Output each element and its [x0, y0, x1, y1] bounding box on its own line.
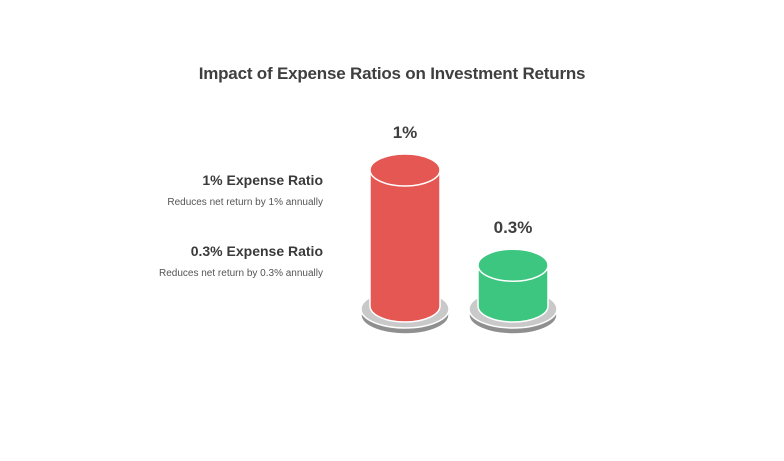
- bar-value-label: 0.3%: [494, 218, 533, 237]
- bar-1: [360, 153, 450, 335]
- bar-body: [369, 169, 441, 323]
- legend-item-label: 0.3% Expense Ratio: [190, 243, 323, 259]
- legend-item-1: 1% Expense Ratio Reduces net return by 1…: [103, 172, 323, 209]
- legend-item-description: Reduces net return by 0.3% annually: [159, 268, 323, 279]
- bar-top-cap: [477, 248, 549, 282]
- bar-value-label: 1%: [393, 123, 418, 142]
- legend-item-2: 0.3% Expense Ratio Reduces net return by…: [103, 243, 323, 280]
- chart-title: Impact of Expense Ratios on Investment R…: [198, 64, 586, 83]
- legend-item-description: Reduces net return by 1% annually: [167, 197, 323, 208]
- bar-top-cap: [369, 153, 441, 187]
- legend-item-label: 1% Expense Ratio: [202, 172, 323, 188]
- bar-2: [468, 248, 558, 335]
